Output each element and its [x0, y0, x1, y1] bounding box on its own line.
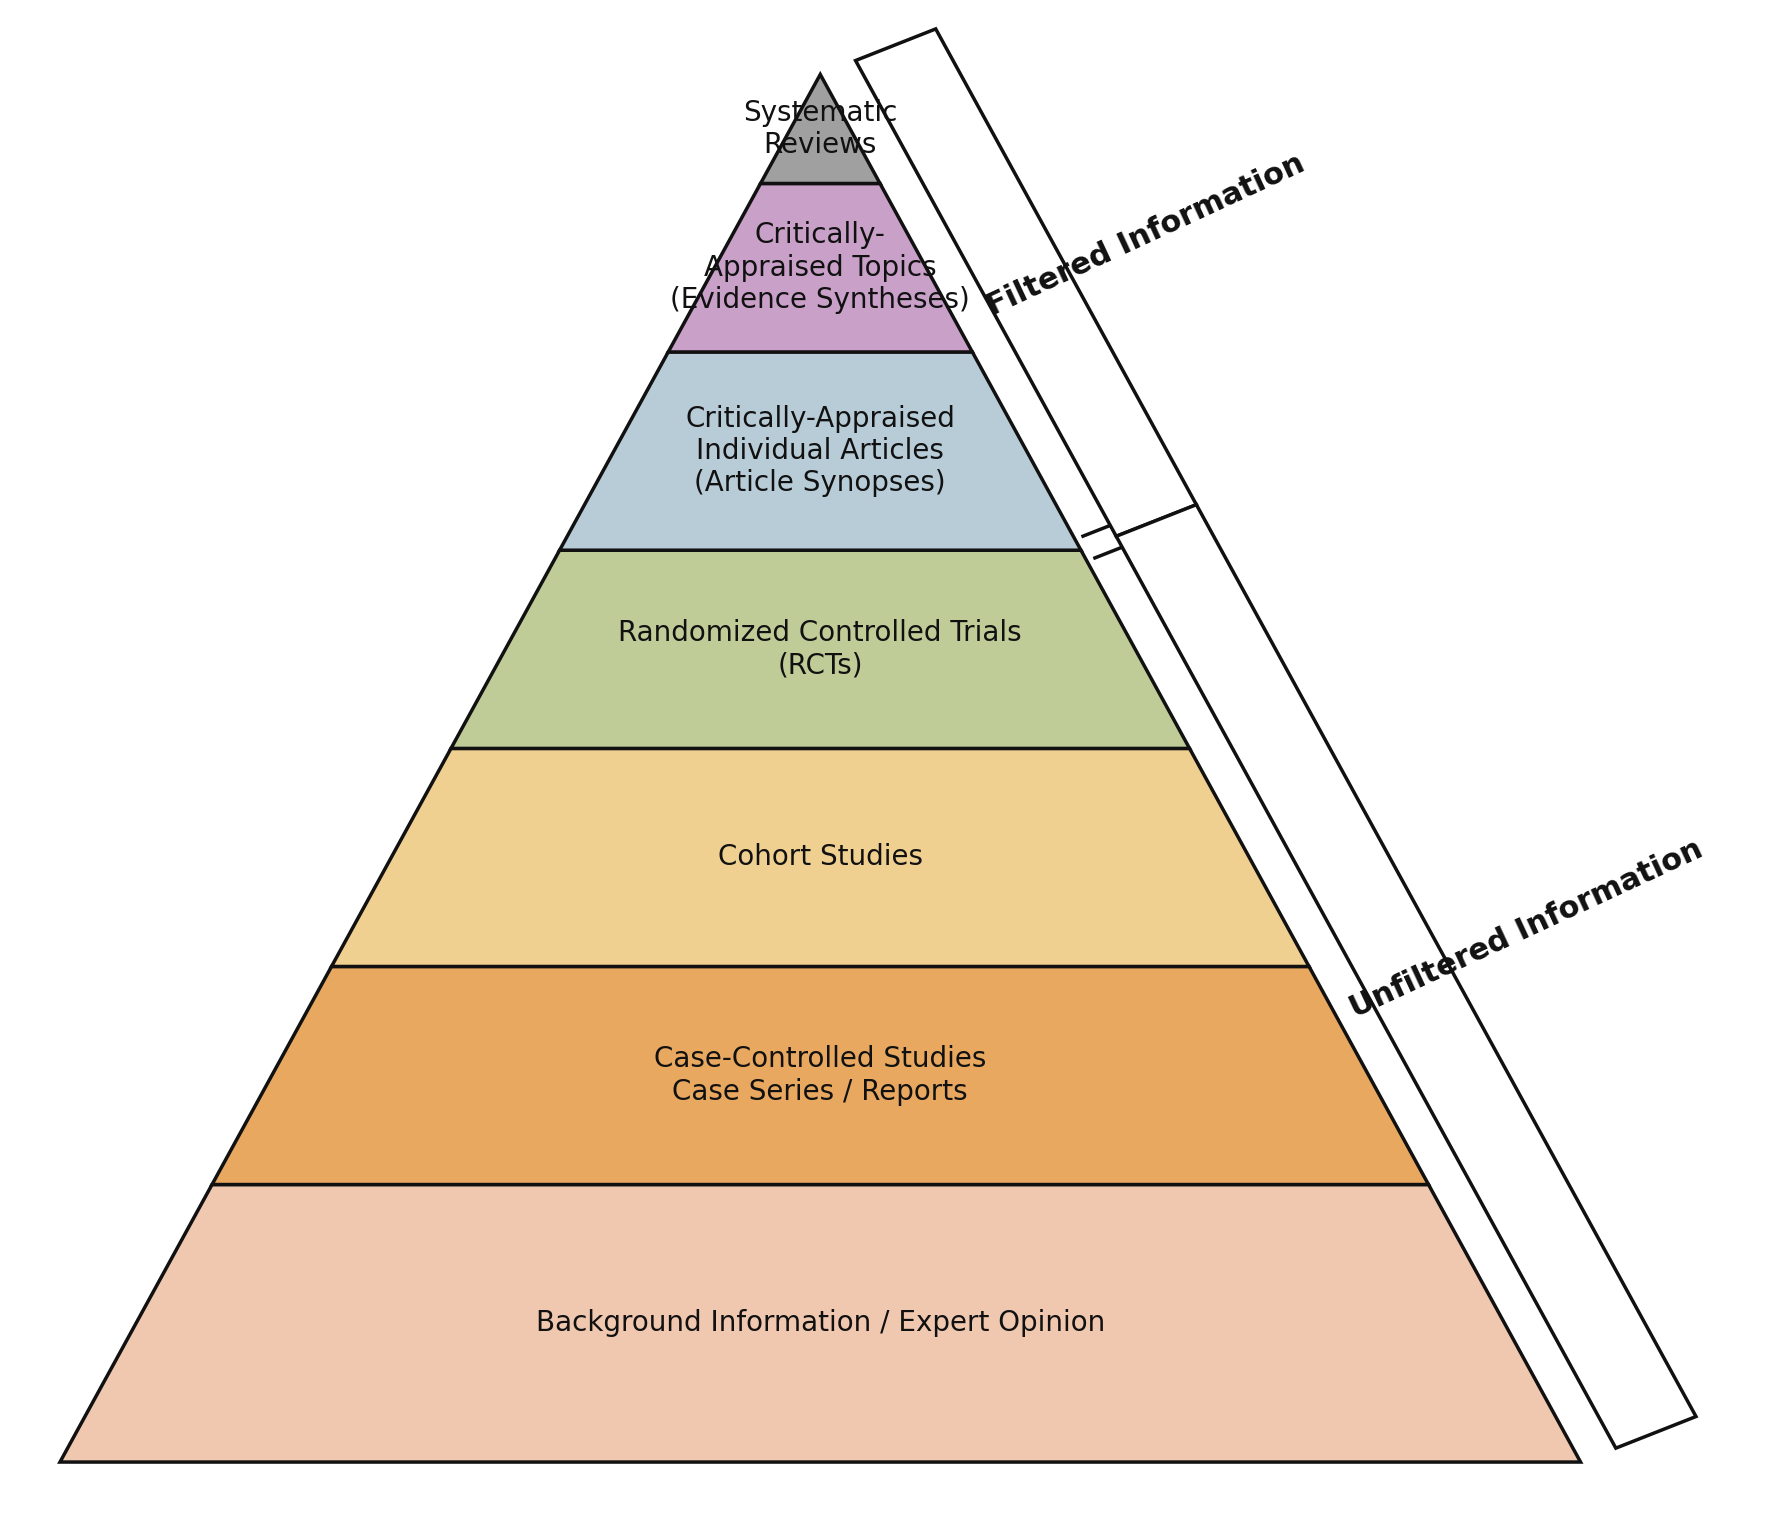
Polygon shape: [212, 966, 1429, 1184]
Polygon shape: [761, 74, 880, 183]
Polygon shape: [668, 183, 973, 351]
Text: Randomized Controlled Trials
(RCTs): Randomized Controlled Trials (RCTs): [618, 619, 1023, 680]
Text: Background Information / Expert Opinion: Background Information / Expert Opinion: [536, 1310, 1105, 1337]
Polygon shape: [560, 351, 1082, 550]
Text: Cohort Studies: Cohort Studies: [718, 843, 923, 872]
Polygon shape: [855, 29, 1196, 536]
Text: Filtered Information: Filtered Information: [984, 148, 1310, 321]
Text: Unfiltered Information: Unfiltered Information: [1345, 834, 1707, 1023]
Text: Critically-
Appraised Topics
(Evidence Syntheses): Critically- Appraised Topics (Evidence S…: [670, 221, 969, 313]
Polygon shape: [451, 550, 1190, 748]
Polygon shape: [331, 748, 1310, 966]
Text: Critically-Appraised
Individual Articles
(Article Synopses): Critically-Appraised Individual Articles…: [686, 404, 955, 498]
Polygon shape: [1116, 504, 1696, 1447]
Text: Systematic
Reviews: Systematic Reviews: [743, 98, 898, 159]
Polygon shape: [61, 1184, 1581, 1463]
Text: Case-Controlled Studies
Case Series / Reports: Case-Controlled Studies Case Series / Re…: [654, 1045, 987, 1105]
